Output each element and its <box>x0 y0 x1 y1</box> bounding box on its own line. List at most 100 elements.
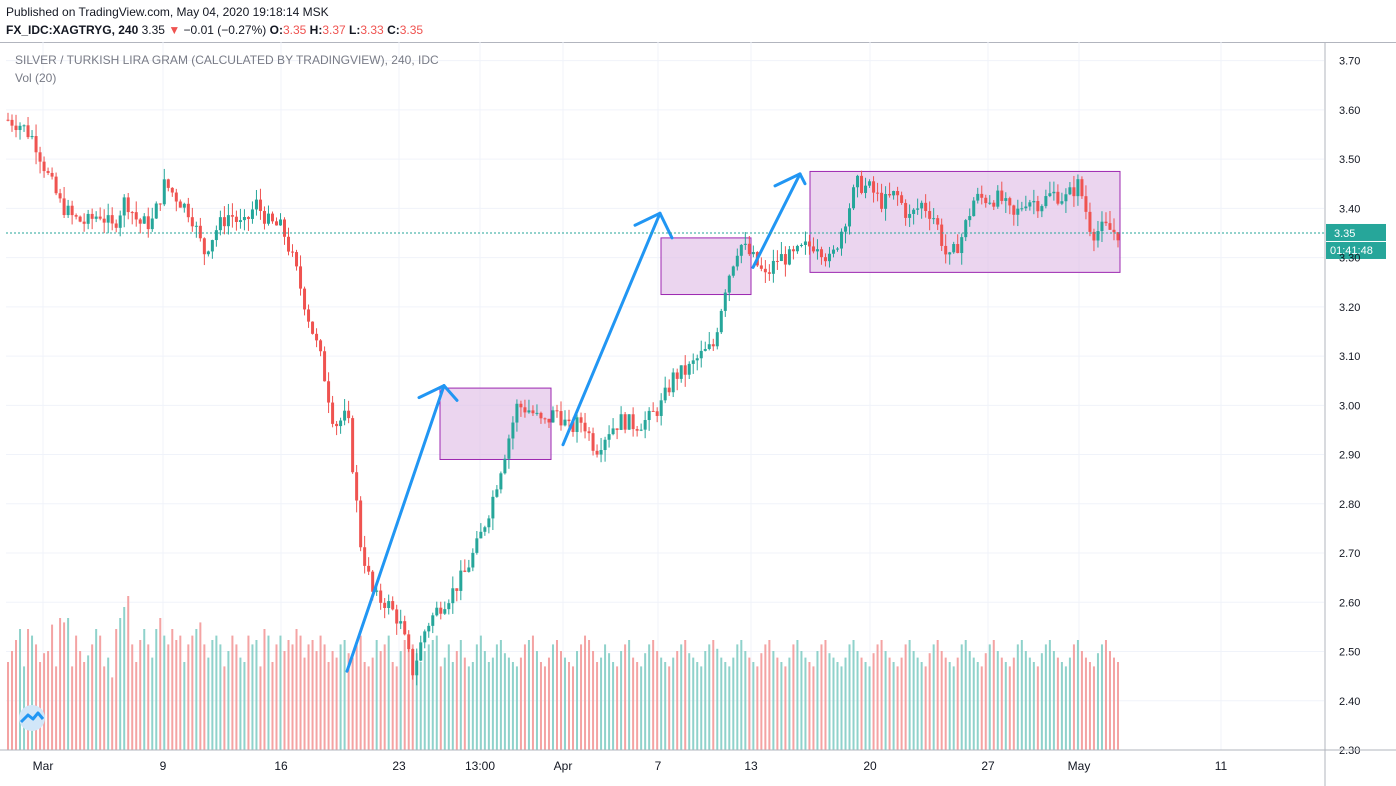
volume-bar <box>495 644 498 750</box>
last-price-tag <box>1326 223 1386 241</box>
candle-body <box>775 260 779 262</box>
candle-body <box>387 601 391 608</box>
candle-body <box>743 243 747 245</box>
candle-body <box>539 412 543 419</box>
candle-body <box>675 372 679 379</box>
y-tick-label: 2.70 <box>1339 548 1360 560</box>
candle-body <box>174 192 178 202</box>
candle-body <box>439 607 443 614</box>
volume-bar <box>996 651 999 750</box>
volume-bar <box>1076 640 1079 750</box>
candle-body <box>888 194 892 196</box>
candle-body <box>1036 201 1040 212</box>
change-arrow-icon: ▼ <box>168 23 181 37</box>
candle-body <box>980 193 984 198</box>
tradingview-logo-icon[interactable] <box>14 704 50 732</box>
candle-body <box>383 602 387 608</box>
volume-bars <box>7 596 1119 750</box>
candle-body <box>976 193 980 201</box>
candle-body <box>238 220 242 222</box>
volume-bar <box>359 635 362 750</box>
volume-bar <box>840 666 843 750</box>
volume-bar <box>15 640 18 750</box>
candle-body <box>170 187 174 193</box>
volume-bar <box>908 640 911 750</box>
candlesticks <box>6 112 1120 686</box>
candle-body <box>379 590 383 603</box>
candle-body <box>1016 208 1020 215</box>
candle-body <box>723 292 727 311</box>
candle-body <box>779 254 783 262</box>
candle-body <box>226 215 230 227</box>
volume-bar <box>1056 657 1059 750</box>
candle-body <box>1068 187 1072 195</box>
volume-bar <box>351 657 354 750</box>
candle-body <box>523 407 527 413</box>
volume-bar <box>27 629 30 750</box>
y-tick-label: 2.80 <box>1339 499 1360 511</box>
candle-body <box>262 210 266 224</box>
candle-body <box>527 410 531 413</box>
volume-bar <box>1060 662 1063 750</box>
volume-bar <box>900 657 903 750</box>
candle-body <box>563 419 567 426</box>
candle-body <box>1100 221 1104 232</box>
y-tick-label: 3.60 <box>1339 105 1360 117</box>
candle-body <box>844 226 848 232</box>
candle-body <box>146 216 150 230</box>
candle-body <box>996 190 1000 207</box>
volume-bar <box>1064 666 1067 750</box>
candle-body <box>467 567 471 572</box>
candle-body <box>591 433 595 451</box>
volume-bar <box>624 644 627 750</box>
candle-body <box>1104 221 1108 224</box>
volume-bar <box>804 657 807 750</box>
candle-body <box>166 179 170 188</box>
volume-bar <box>467 666 470 750</box>
volume-bar <box>547 657 550 750</box>
candle-body <box>679 365 683 379</box>
volume-bar <box>652 640 655 750</box>
volume-bar <box>1004 662 1007 750</box>
volume-bar <box>451 662 454 750</box>
candle-body <box>218 217 222 231</box>
candle-body <box>34 136 38 153</box>
candle-body <box>186 203 190 218</box>
candle-body <box>419 642 423 661</box>
countdown-label: 01:41:48 <box>1330 245 1373 257</box>
candle-body <box>299 266 303 289</box>
candle-body <box>254 199 258 210</box>
candle-body <box>491 496 495 519</box>
volume-bar <box>828 653 831 750</box>
volume-bar <box>980 666 983 750</box>
volume-bar <box>788 657 791 750</box>
candle-body <box>198 225 202 239</box>
volume-bar <box>355 644 358 750</box>
volume-bar <box>115 629 118 750</box>
volume-bar <box>191 635 194 750</box>
candle-body <box>876 192 880 194</box>
volume-bar <box>251 644 254 750</box>
candle-body <box>659 400 663 416</box>
volume-bar <box>19 629 22 750</box>
candle-body <box>892 191 896 196</box>
candle-body <box>1032 201 1036 203</box>
volume-bar <box>1048 640 1051 750</box>
candle-body <box>351 418 355 473</box>
high-label: H: <box>309 23 323 37</box>
volume-bar <box>291 644 294 750</box>
volume-bar <box>928 653 931 750</box>
volume-bar <box>856 651 859 750</box>
candle-body <box>663 387 667 401</box>
volume-bar <box>808 662 811 750</box>
candle-body <box>643 420 647 430</box>
candle-body <box>848 208 852 227</box>
volume-bar <box>503 653 506 750</box>
volume-bar <box>335 657 338 750</box>
candle-body <box>940 224 944 246</box>
symbol-label[interactable]: FX_IDC:XAGTRYG, 240 <box>6 23 139 37</box>
volume-bar <box>419 662 422 750</box>
candle-body <box>106 215 110 223</box>
volume-bar <box>123 607 126 750</box>
